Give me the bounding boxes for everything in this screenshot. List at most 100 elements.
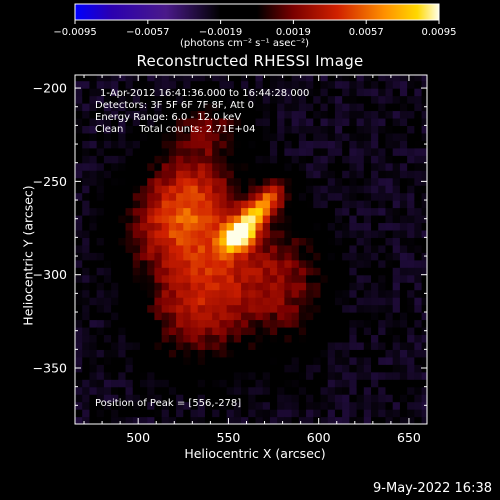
heatmap-cell: [262, 409, 271, 418]
heatmap-cell: [262, 259, 271, 268]
heatmap-cell: [139, 319, 148, 328]
heatmap-cell: [132, 409, 141, 418]
heatmap-cell: [212, 200, 221, 209]
heatmap-cell: [118, 416, 127, 424]
colorbar-units-label: (photons cm⁻² s⁻¹ asec⁻²): [180, 38, 310, 49]
heatmap-cell: [190, 409, 199, 418]
heatmap-cell: [255, 162, 264, 171]
heatmap-cell: [118, 244, 127, 253]
heatmap-cell: [89, 162, 98, 171]
heatmap-cell: [414, 401, 423, 410]
heatmap-cell: [356, 416, 365, 424]
heatmap-cell: [176, 244, 184, 253]
heatmap-cell: [392, 274, 401, 283]
heatmap-cell: [269, 341, 278, 350]
heatmap-cell: [161, 88, 170, 97]
heatmap-cell: [183, 155, 192, 164]
heatmap-cell: [385, 297, 394, 306]
heatmap-cell: [183, 334, 192, 343]
heatmap-cell: [313, 102, 322, 112]
heatmap-cell: [176, 192, 184, 201]
heatmap-cell: [89, 394, 98, 403]
heatmap-cell: [414, 117, 423, 126]
heatmap-cell: [291, 88, 300, 97]
heatmap-cell: [75, 147, 83, 156]
heatmap-cell: [111, 371, 119, 380]
heatmap-cell: [226, 394, 235, 403]
heatmap-cell: [385, 132, 394, 141]
heatmap-cell: [385, 237, 394, 246]
heatmap-cell: [154, 192, 163, 201]
heatmap-cell: [103, 409, 112, 418]
heatmap-cell: [241, 394, 249, 403]
heatmap-cell: [161, 409, 170, 418]
heatmap-cell: [327, 170, 336, 179]
heatmap-cell: [183, 349, 192, 358]
heatmap-cell: [161, 312, 170, 321]
heatmap-cell: [277, 110, 285, 119]
heatmap-cell: [399, 88, 408, 97]
heatmap-cell: [233, 214, 242, 224]
heatmap-cell: [190, 132, 199, 141]
heatmap-cell: [414, 192, 423, 201]
heatmap-cell: [154, 259, 163, 268]
heatmap-cell: [103, 170, 112, 179]
heatmap-cell: [125, 289, 134, 298]
heatmap-cell: [269, 214, 278, 224]
heatmap-cell: [269, 379, 278, 388]
heatmap-cell: [334, 401, 343, 410]
heatmap-cell: [219, 259, 228, 268]
colorbar-tick-label: −0.0057: [126, 27, 169, 38]
heatmap-cell: [255, 386, 264, 395]
heatmap-cell: [176, 237, 184, 246]
heatmap-cell: [356, 289, 365, 298]
heatmap-cell: [320, 379, 329, 388]
heatmap-cell: [139, 88, 148, 97]
heatmap-cell: [183, 222, 192, 231]
heatmap-cell: [399, 170, 408, 179]
heatmap-cell: [139, 170, 148, 179]
heatmap-cell: [89, 259, 98, 268]
heatmap-cell: [125, 312, 134, 321]
heatmap-cell: [190, 334, 199, 343]
heatmap-cell: [414, 394, 423, 403]
heatmap-cell: [284, 416, 293, 424]
heatmap-cell: [190, 386, 199, 395]
heatmap-cell: [320, 177, 329, 186]
heatmap-cell: [118, 117, 127, 126]
heatmap-cell: [407, 349, 415, 358]
heatmap-cell: [190, 117, 199, 126]
heatmap-cell: [363, 229, 372, 238]
heatmap-cell: [414, 304, 423, 313]
heatmap-cell: [262, 192, 271, 201]
heatmap-cell: [298, 147, 307, 156]
heatmap-cell: [233, 394, 242, 403]
heatmap-cell: [342, 304, 350, 313]
heatmap-cell: [407, 274, 415, 283]
heatmap-cell: [183, 326, 192, 336]
heatmap-cell: [284, 117, 293, 126]
heatmap-cell: [262, 155, 271, 164]
heatmap-cell: [378, 259, 387, 268]
heatmap-cell: [204, 312, 213, 321]
heatmap-cell: [277, 177, 285, 186]
heatmap-cell: [392, 379, 401, 388]
heatmap-cell: [154, 341, 163, 350]
heatmap-cell: [363, 289, 372, 298]
heatmap-cell: [154, 409, 163, 418]
heatmap-cell: [168, 349, 177, 358]
heatmap-cell: [168, 229, 177, 238]
heatmap-cell: [407, 267, 415, 276]
heatmap-cell: [349, 177, 358, 186]
heatmap-cell: [96, 132, 105, 141]
heatmap-cell: [168, 170, 177, 179]
heatmap-cell: [349, 364, 358, 373]
heatmap-cell: [378, 244, 387, 253]
heatmap-cell: [111, 379, 119, 388]
heatmap-cell: [342, 379, 350, 388]
heatmap-cell: [168, 147, 177, 156]
heatmap-cell: [291, 102, 300, 112]
heatmap-cell: [284, 162, 293, 171]
heatmap-cell: [168, 200, 177, 209]
heatmap-cell: [96, 200, 105, 209]
